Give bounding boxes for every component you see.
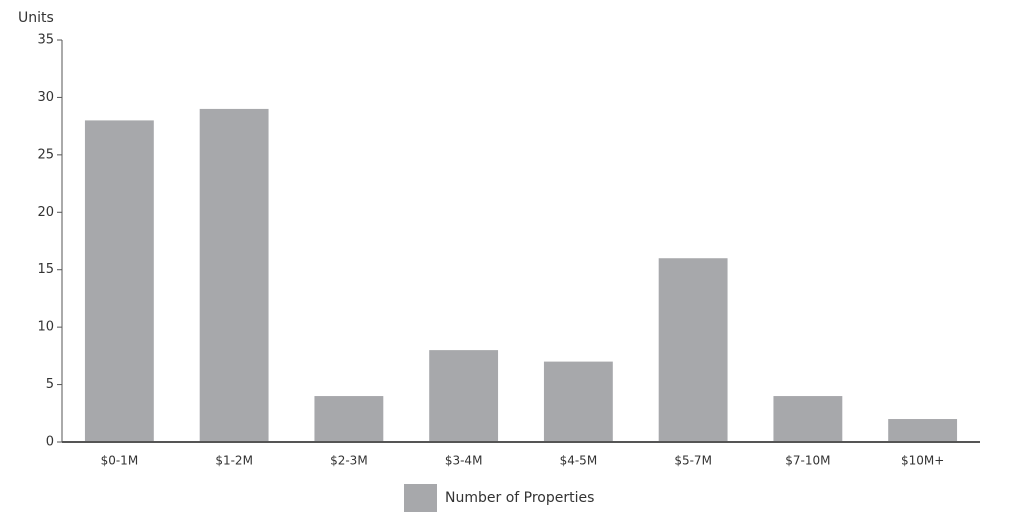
y-tick-label: 10 bbox=[37, 320, 54, 335]
bar bbox=[773, 396, 843, 442]
y-axis-label: Units bbox=[18, 10, 54, 26]
x-tick-label: $5-7M bbox=[674, 454, 712, 468]
x-tick-label: $1-2M bbox=[215, 454, 253, 468]
y-tick-label: 20 bbox=[37, 205, 54, 220]
x-tick-label: $2-3M bbox=[330, 454, 368, 468]
legend-swatch bbox=[404, 484, 437, 512]
bar bbox=[199, 108, 269, 443]
x-tick-label: $7-10M bbox=[785, 454, 830, 468]
bar bbox=[658, 258, 728, 442]
bar bbox=[888, 419, 958, 442]
legend-label: Number of Properties bbox=[445, 490, 594, 506]
bar bbox=[314, 396, 384, 442]
x-tick-label: $3-4M bbox=[445, 454, 483, 468]
y-tick-label: 25 bbox=[37, 147, 54, 162]
bar bbox=[543, 361, 613, 442]
y-tick-label: 5 bbox=[46, 377, 54, 392]
x-tick-label: $10M+ bbox=[901, 454, 944, 468]
y-tick-label: 15 bbox=[37, 262, 54, 277]
y-tick-label: 30 bbox=[37, 90, 54, 105]
x-tick-label: $0-1M bbox=[101, 454, 139, 468]
y-tick-label: 0 bbox=[46, 435, 54, 450]
bar bbox=[84, 120, 154, 443]
x-tick-label: $4-5M bbox=[560, 454, 598, 468]
bar bbox=[429, 350, 499, 442]
y-tick-label: 35 bbox=[37, 33, 54, 48]
